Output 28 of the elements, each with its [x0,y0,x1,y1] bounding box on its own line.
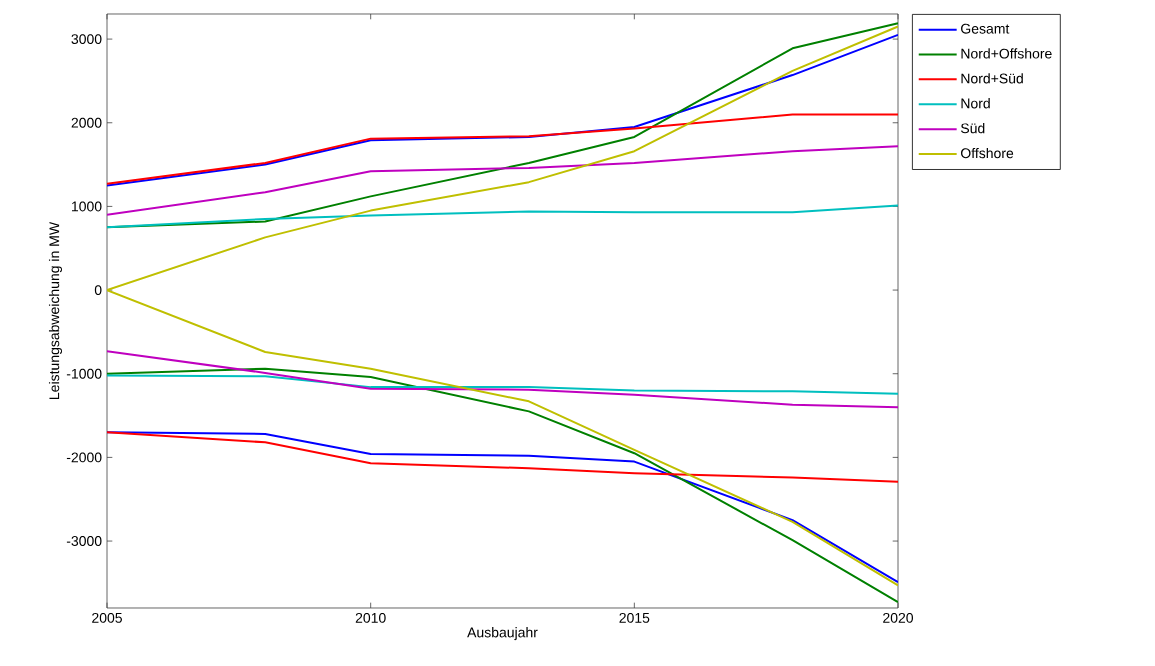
line-series [107,374,899,395]
legend-label: Gesamt [961,23,1010,34]
legend-label: Süd [960,123,985,134]
y-tick-label: 3000 [71,34,102,45]
line-series [107,431,899,584]
legend-label: Nord [961,98,990,109]
legend-label: Nord+Süd [961,73,1023,84]
line-series [107,113,899,185]
line-series [107,145,899,216]
x-tick-label: 2005 [92,612,122,623]
line-series [107,431,899,483]
line-series [107,350,899,409]
x-tick-label: 2020 [883,612,914,623]
y-tick-label: 0 [94,285,102,296]
y-axis-title: Leistungsabweichung in MW [48,221,63,399]
legend-label: Nord+Offshore [961,48,1052,59]
y-tick-label: 1000 [72,201,102,212]
y-tick-label: -2000 [66,452,102,463]
line-series [107,33,899,187]
legend-label: Offshore [961,147,1014,159]
y-tick-label: 2000 [71,117,102,128]
x-axis-title: Ausbaujahr [467,627,538,641]
line-series [107,367,899,604]
y-tick-label: -3000 [66,536,102,547]
x-tick-label: 2010 [355,612,386,623]
y-tick-label: -1000 [66,368,102,379]
line-series [107,204,899,229]
x-tick-label: 2015 [619,612,650,623]
